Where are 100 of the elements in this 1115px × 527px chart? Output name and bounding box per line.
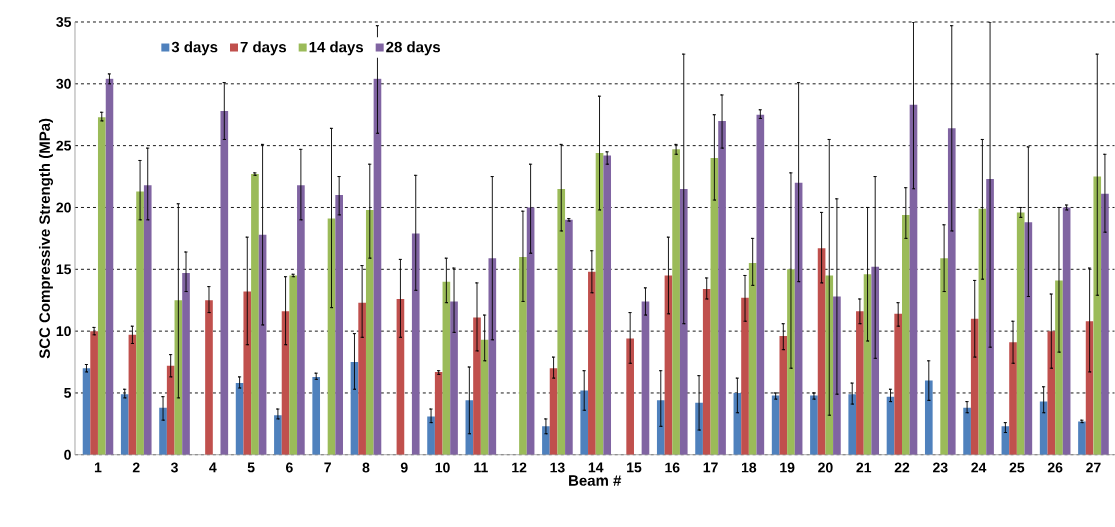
bar — [136, 191, 144, 455]
bar — [1047, 331, 1056, 455]
bar — [1009, 342, 1017, 455]
bar — [672, 149, 680, 455]
y-axis-title: SCC Compressive Strength (MPa) — [38, 118, 54, 359]
bar — [641, 301, 650, 455]
x-tick-label: 9 — [400, 462, 408, 473]
bar — [557, 189, 566, 455]
x-tick-label: 19 — [780, 462, 795, 473]
bar — [626, 338, 634, 455]
bar — [748, 263, 757, 455]
bar — [97, 117, 106, 455]
y-tick-label: 20 — [56, 202, 71, 213]
x-tick-label: 20 — [818, 462, 833, 473]
x-tick-label: 3 — [170, 462, 178, 473]
bar — [902, 215, 910, 455]
bar — [565, 219, 573, 455]
x-tick-label: 17 — [703, 462, 718, 473]
bar — [1078, 421, 1086, 455]
x-tick-label: 7 — [324, 462, 331, 473]
x-axis-title: Beam # — [569, 475, 622, 486]
x-tick-label: 21 — [856, 462, 872, 473]
y-tick-label: 25 — [56, 140, 72, 151]
bar — [679, 189, 688, 455]
bar — [940, 258, 948, 455]
bar — [603, 155, 612, 455]
bar — [1062, 207, 1071, 455]
legend-label: 7 days — [240, 41, 287, 56]
bar — [810, 395, 818, 455]
y-tick-label: 5 — [64, 388, 72, 398]
bar — [656, 400, 665, 455]
bar — [205, 300, 213, 455]
bar — [741, 297, 749, 455]
bar — [166, 365, 175, 455]
bar — [894, 313, 902, 455]
bar — [924, 380, 933, 455]
bar — [411, 233, 420, 455]
x-tick-label: 12 — [512, 462, 527, 473]
bar — [963, 407, 971, 455]
bar — [312, 377, 321, 455]
x-tick-label: 22 — [894, 462, 910, 473]
bar — [1016, 212, 1025, 455]
bar — [825, 275, 834, 455]
x-tick-label: 5 — [247, 462, 255, 473]
x-tick-label: 2 — [132, 462, 140, 473]
y-tick-label: 35 — [56, 17, 72, 28]
x-tick-label: 23 — [932, 462, 948, 473]
bar — [243, 291, 252, 455]
bar — [519, 257, 527, 455]
bar — [251, 174, 259, 455]
x-tick-label: 11 — [474, 462, 488, 473]
bar — [450, 301, 458, 455]
x-tick-label: 14 — [588, 462, 604, 473]
bar — [297, 185, 305, 455]
bar — [365, 210, 374, 455]
x-tick-label: 8 — [362, 462, 370, 473]
bar — [159, 407, 167, 455]
x-tick-label: 10 — [435, 462, 450, 473]
bar — [274, 415, 282, 455]
bar — [427, 416, 435, 455]
bar — [947, 128, 956, 455]
x-tick-label: 4 — [209, 462, 217, 473]
bar — [220, 111, 229, 455]
bar — [434, 372, 443, 455]
bar — [848, 394, 857, 455]
bar — [580, 390, 589, 455]
x-tick-label: 25 — [1009, 462, 1025, 473]
bar — [970, 318, 979, 455]
bar — [289, 275, 298, 455]
bar — [702, 289, 711, 455]
bar — [871, 266, 880, 455]
y-tick-label: 10 — [56, 326, 71, 337]
x-tick-label: 24 — [971, 462, 987, 473]
bar — [588, 271, 596, 455]
legend-label: 28 days — [386, 41, 441, 56]
bar — [1101, 193, 1109, 455]
bar — [182, 273, 190, 455]
bar — [120, 394, 129, 455]
bar — [358, 302, 366, 455]
bar — [1093, 176, 1102, 455]
x-tick-label: 27 — [1086, 462, 1101, 473]
bar — [335, 195, 343, 455]
x-tick-label: 18 — [741, 462, 757, 473]
legend-label: 3 days — [171, 41, 218, 56]
y-tick-label: 15 — [56, 264, 72, 275]
x-tick-label: 16 — [665, 462, 680, 473]
bar — [856, 311, 864, 455]
x-tick-label: 13 — [550, 462, 565, 473]
legend-label: 14 days — [309, 41, 364, 56]
x-tick-label: 1 — [94, 462, 102, 473]
bar — [90, 331, 98, 455]
y-tick-label: 30 — [56, 78, 71, 89]
bar — [105, 78, 114, 455]
bar — [718, 121, 726, 455]
bar — [756, 114, 765, 455]
bar — [143, 185, 152, 455]
x-tick-label: 26 — [1047, 462, 1063, 473]
bar — [779, 336, 788, 455]
bar — [473, 317, 481, 455]
x-tick-label: 15 — [627, 462, 642, 473]
